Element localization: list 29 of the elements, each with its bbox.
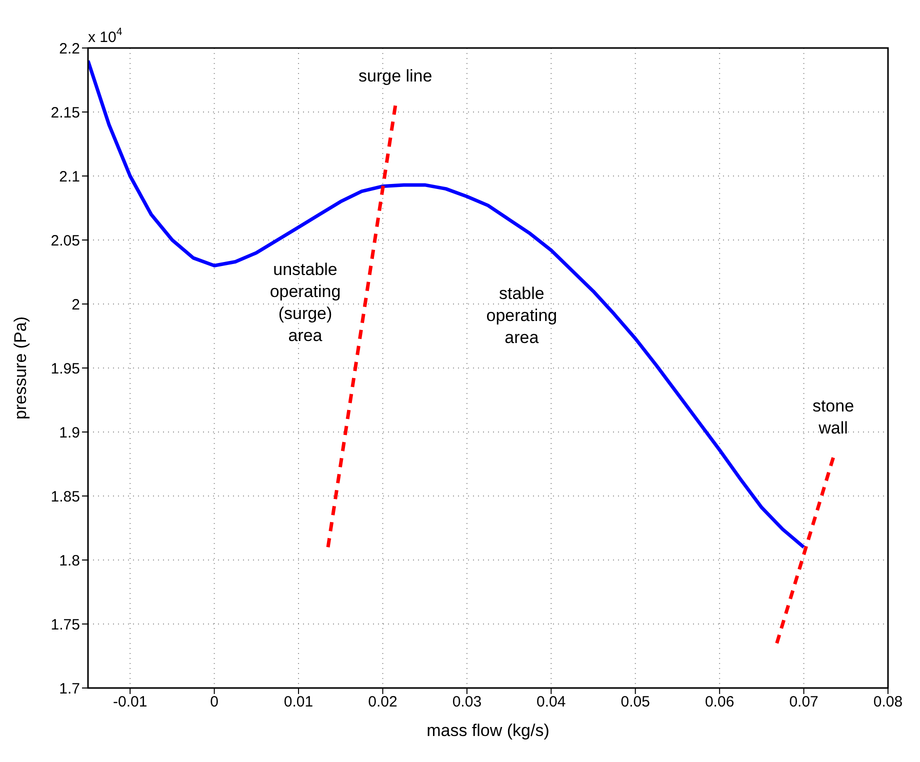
x-tick-label: 0.06: [704, 694, 734, 711]
y-tick-label: 2.05: [50, 232, 80, 250]
y-tick-label: 1.85: [50, 488, 80, 506]
y-tick-label: 2: [72, 296, 80, 314]
line-series: [88, 59, 806, 549]
x-axis-title: mass flow (kg/s): [426, 721, 550, 740]
y-tick-label: 1.75: [50, 616, 80, 634]
y-tick-label: 2.1: [59, 168, 80, 186]
y-tick-label: 1.9: [59, 424, 80, 442]
series-label: surge line: [358, 67, 432, 86]
y-tick-label: 2.15: [50, 104, 80, 122]
x-tick-label: 0.05: [620, 694, 650, 711]
x-tick-label: 0.08: [873, 694, 903, 711]
x-tick-label: -0.01: [113, 694, 148, 711]
annotation: stable operating area: [486, 284, 558, 348]
series-label: stone wall: [812, 397, 854, 438]
x-tick-label: 0.07: [789, 694, 818, 711]
x-tick-label: 0.03: [452, 694, 482, 711]
y-tick-label: 1.95: [50, 360, 80, 378]
x-tick-label: 0.02: [368, 694, 398, 711]
y-tick-label: 1.8: [59, 552, 80, 570]
y-tick-label: 2.2: [59, 40, 80, 58]
y-tick-label: 1.7: [59, 680, 80, 698]
y-axis-title: pressure (Pa): [11, 316, 30, 420]
annotation: unstable operating (surge) area: [270, 260, 341, 346]
x-tick-label: 0: [210, 694, 218, 711]
x-tick-label: 0.04: [536, 694, 566, 711]
x-tick-label: 0.01: [284, 694, 314, 711]
text: x 10$^{4}$: [88, 26, 122, 46]
